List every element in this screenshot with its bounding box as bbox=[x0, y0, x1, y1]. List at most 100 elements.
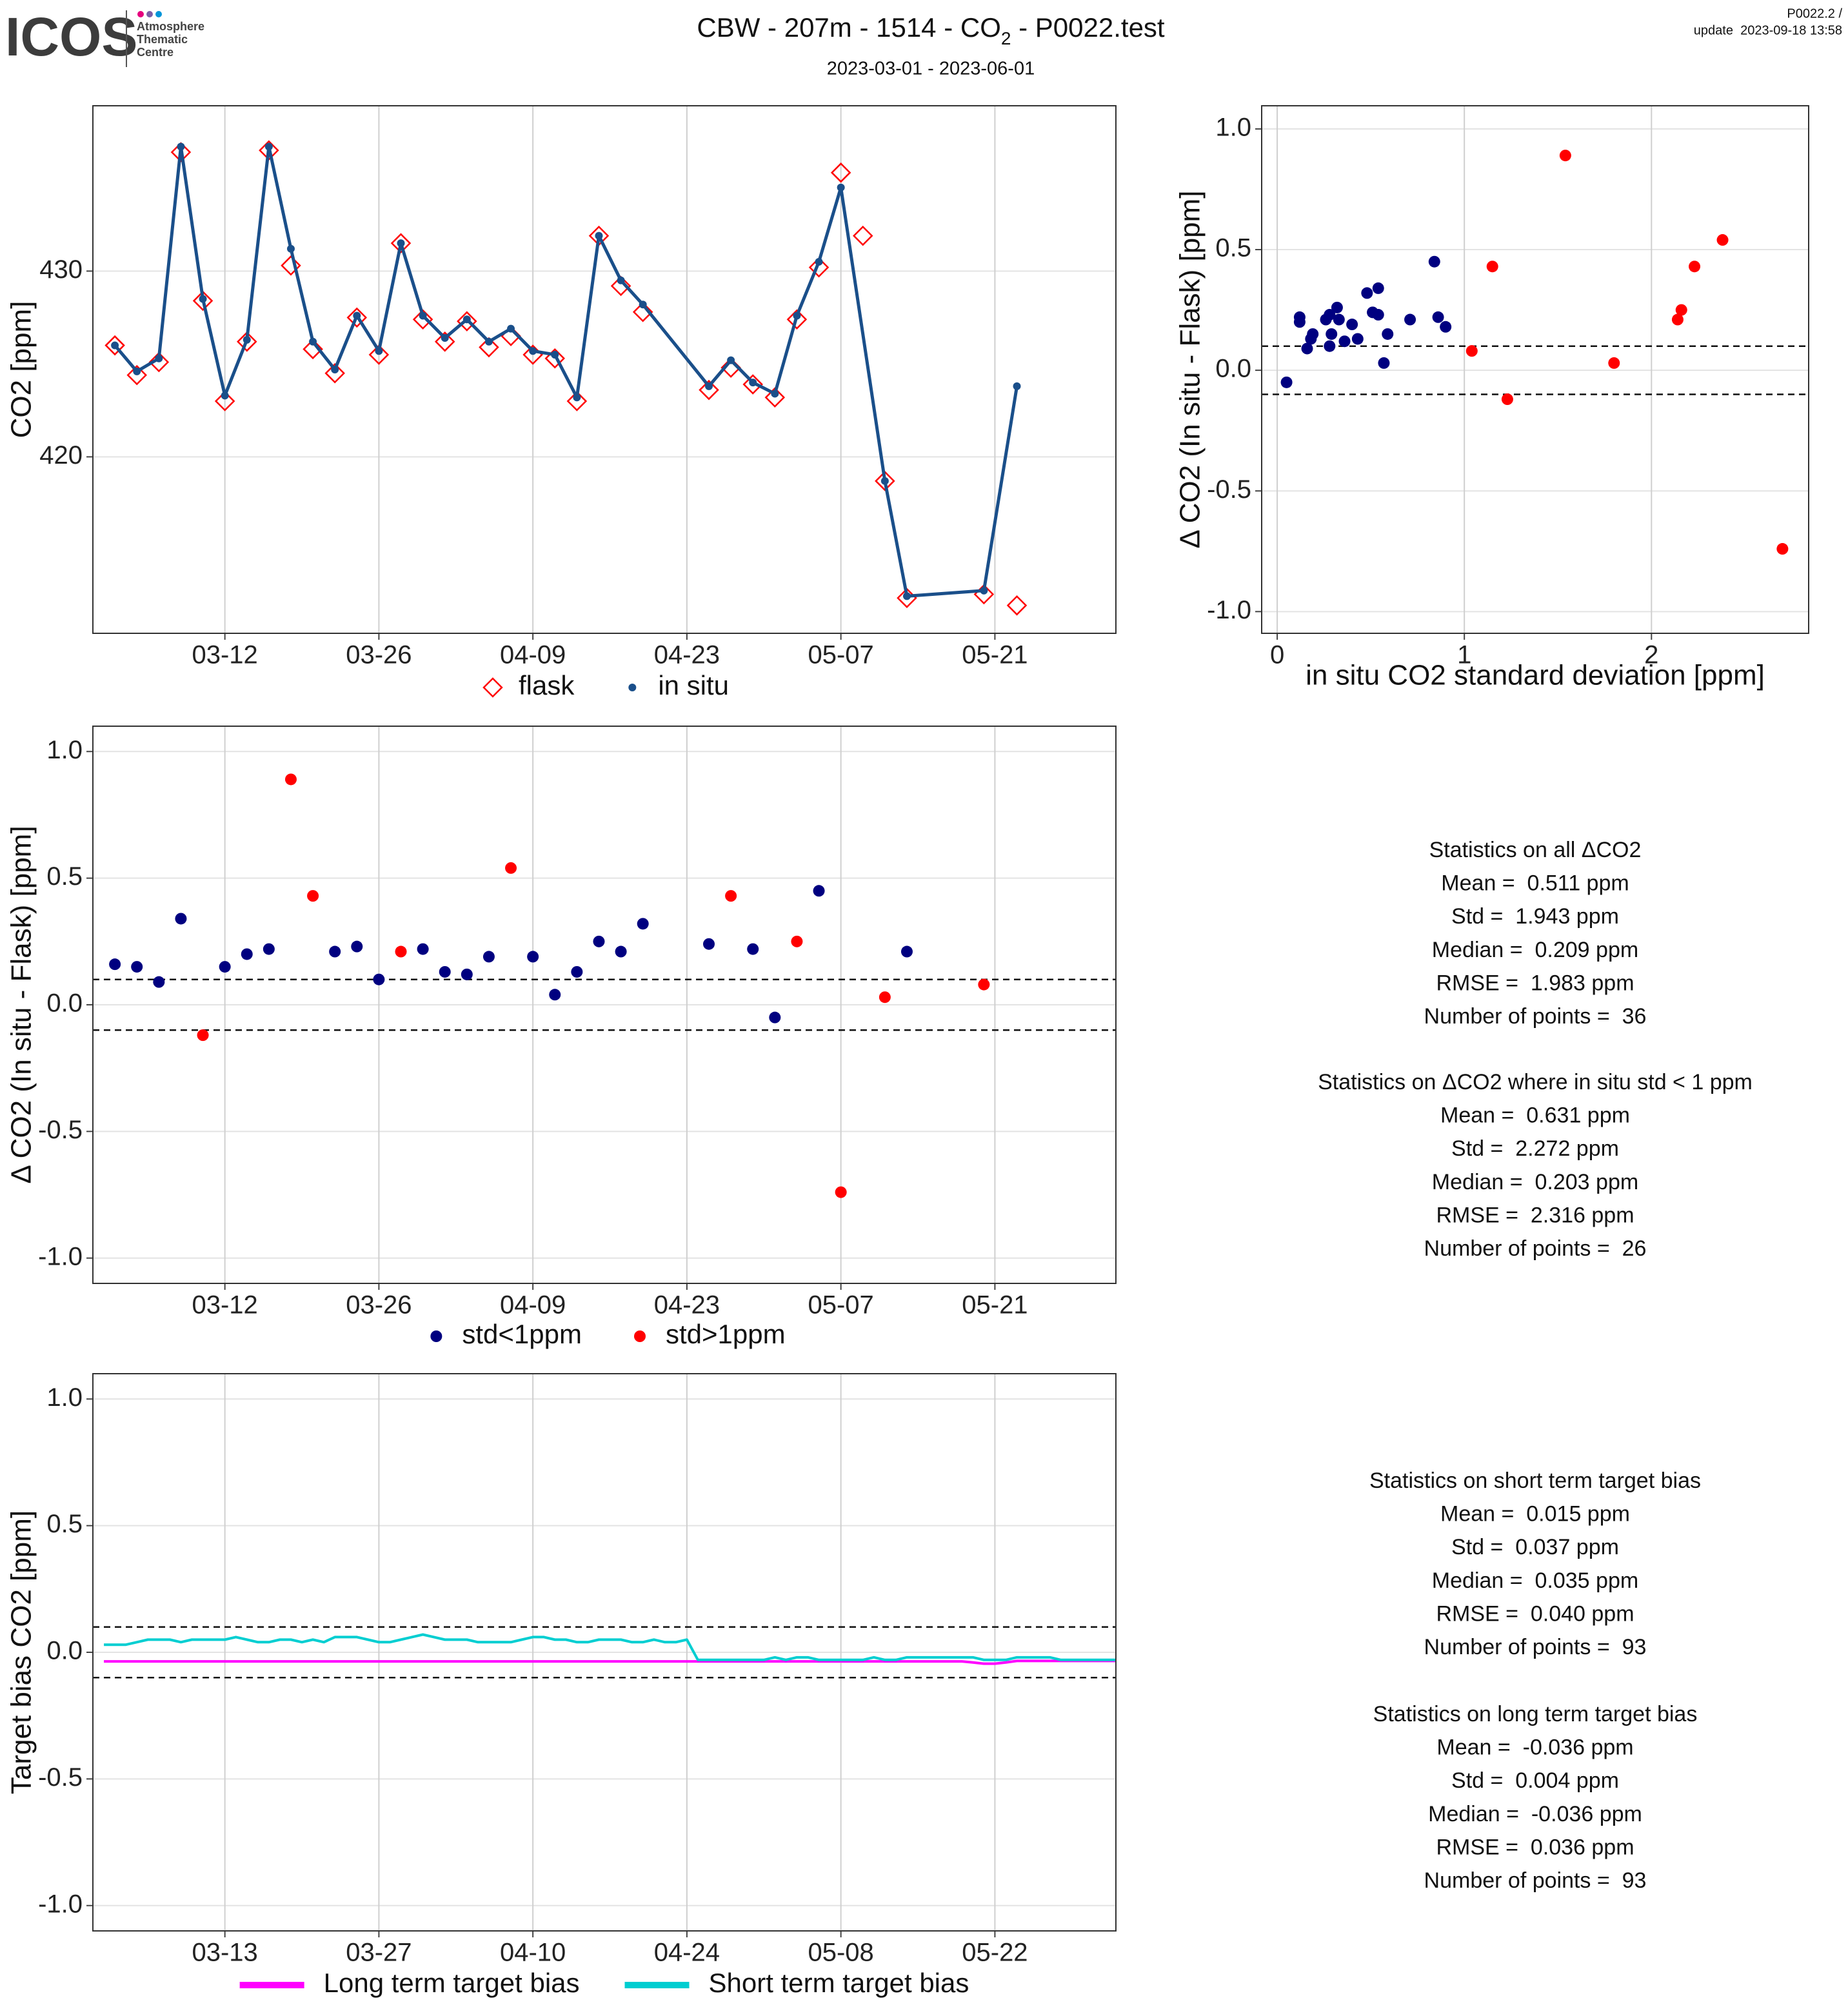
flask-marker bbox=[303, 339, 323, 360]
logo-dot bbox=[137, 11, 144, 17]
flask-marker bbox=[742, 374, 763, 395]
x-tick-label: 04-09 bbox=[500, 641, 566, 669]
legend-label: Short term target bias bbox=[709, 1968, 969, 1998]
point bbox=[527, 951, 539, 963]
point bbox=[1432, 311, 1444, 323]
flask-marker bbox=[192, 290, 214, 311]
legend-label: std<1ppm bbox=[462, 1319, 582, 1349]
point bbox=[793, 311, 801, 320]
point bbox=[725, 890, 737, 902]
point bbox=[1326, 328, 1338, 340]
point bbox=[1338, 335, 1351, 348]
y-tick-label: 0.5 bbox=[1215, 234, 1251, 262]
point bbox=[1280, 376, 1293, 388]
x-tick-label: 03-27 bbox=[346, 1939, 412, 1967]
flask-marker bbox=[830, 162, 851, 183]
flask-marker bbox=[610, 275, 631, 297]
figure-title: CBW - 207m - 1514 - CO2 - P0022.test bbox=[697, 12, 1165, 48]
flask-marker bbox=[544, 348, 566, 369]
point bbox=[1307, 328, 1319, 340]
point bbox=[835, 1186, 847, 1198]
stats-line: Median = -0.036 ppm bbox=[1428, 1802, 1642, 1826]
flask-marker bbox=[324, 362, 345, 384]
flask-marker bbox=[214, 391, 235, 411]
stats-title: Statistics on short term target bias bbox=[1369, 1468, 1701, 1493]
point bbox=[634, 1330, 646, 1342]
flask-marker bbox=[126, 364, 147, 386]
stats-line: Std = 0.037 ppm bbox=[1451, 1535, 1619, 1559]
point bbox=[505, 862, 517, 874]
y-tick-label: 0.0 bbox=[1215, 355, 1251, 383]
y-tick-label: 1.0 bbox=[46, 736, 83, 764]
point bbox=[351, 940, 363, 953]
legend-label: in situ bbox=[658, 670, 729, 700]
x-tick-label: 05-22 bbox=[962, 1939, 1028, 1967]
flask-marker bbox=[412, 309, 433, 330]
corner-text: update 2023-09-18 13:58 bbox=[1694, 23, 1842, 37]
point bbox=[880, 477, 889, 485]
flask-marker bbox=[632, 301, 653, 322]
x-tick-label: 04-24 bbox=[654, 1939, 720, 1967]
point bbox=[1378, 357, 1390, 369]
point bbox=[749, 379, 757, 387]
point bbox=[219, 961, 231, 973]
point bbox=[462, 315, 471, 324]
logo-text: Thematic bbox=[137, 33, 188, 46]
point bbox=[243, 335, 251, 344]
point bbox=[111, 341, 119, 350]
point bbox=[1372, 282, 1384, 294]
stats-line: Number of points = 93 bbox=[1424, 1635, 1647, 1659]
point bbox=[482, 951, 495, 963]
point bbox=[221, 391, 229, 400]
flask-marker bbox=[482, 677, 503, 698]
y-axis-title: Δ CO2 (In situ - Flask) [ppm] bbox=[1175, 190, 1206, 548]
point bbox=[1404, 313, 1416, 326]
point bbox=[1559, 150, 1571, 162]
point bbox=[727, 356, 735, 364]
flask-marker bbox=[281, 255, 301, 276]
point bbox=[837, 183, 845, 192]
stats-line: Mean = -0.036 ppm bbox=[1436, 1735, 1633, 1760]
y-axis-title: Target bias CO2 [ppm] bbox=[6, 1510, 37, 1794]
flask-marker bbox=[457, 311, 477, 331]
point bbox=[153, 976, 165, 988]
series-line bbox=[114, 144, 1018, 598]
plot-frame bbox=[92, 1373, 1117, 1932]
point bbox=[1324, 309, 1336, 321]
flask-marker bbox=[148, 351, 170, 373]
point bbox=[175, 913, 187, 925]
point bbox=[1351, 333, 1364, 345]
point bbox=[900, 945, 913, 958]
point bbox=[375, 347, 383, 355]
point bbox=[1428, 255, 1440, 268]
legend-label: Long term target bias bbox=[324, 1968, 580, 1998]
point bbox=[1331, 301, 1343, 313]
point bbox=[978, 978, 990, 991]
flask-marker bbox=[764, 387, 786, 408]
plot-frame bbox=[1261, 105, 1809, 634]
stats-title: Statistics on all ΔCO2 bbox=[1429, 838, 1642, 862]
point bbox=[529, 347, 537, 355]
y-tick-label: 1.0 bbox=[1215, 113, 1251, 141]
flask-marker bbox=[875, 471, 895, 491]
point bbox=[879, 991, 891, 1004]
x-tick-label: 03-12 bbox=[192, 1291, 257, 1320]
logo: ICOS bbox=[5, 6, 137, 67]
corner-text: P0022.2 / bbox=[1787, 6, 1842, 21]
point bbox=[155, 354, 163, 362]
series-line bbox=[104, 1633, 1116, 1661]
x-tick-label: 05-07 bbox=[808, 1291, 873, 1320]
flask-marker bbox=[808, 257, 830, 278]
legend: std<1ppm std>1ppm bbox=[430, 1319, 786, 1349]
point bbox=[264, 143, 273, 151]
point bbox=[595, 232, 603, 240]
point bbox=[417, 943, 429, 955]
plot-area bbox=[1262, 106, 1809, 633]
title-part: - P0022.test bbox=[1011, 12, 1164, 43]
point bbox=[593, 935, 605, 947]
x-tick-label: 03-26 bbox=[346, 1291, 412, 1320]
point bbox=[1776, 543, 1789, 555]
x-tick-label: 05-07 bbox=[808, 641, 873, 669]
flask-marker bbox=[104, 335, 125, 356]
x-tick-label: 04-23 bbox=[654, 1291, 720, 1320]
